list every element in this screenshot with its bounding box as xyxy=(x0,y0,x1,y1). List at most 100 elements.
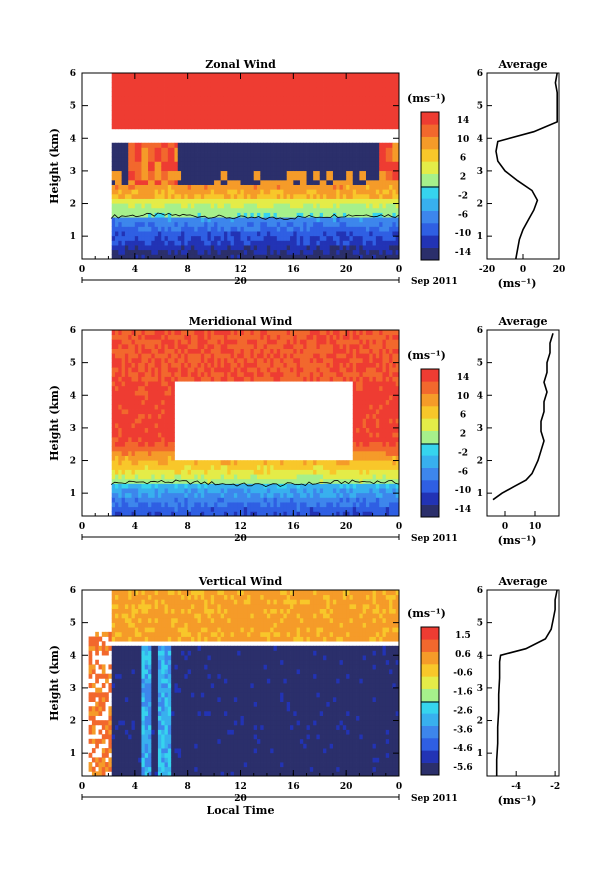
heatmap-cell xyxy=(187,483,192,489)
heatmap-cell xyxy=(190,161,195,167)
heatmap-cell xyxy=(237,105,241,111)
heatmap-cell xyxy=(115,506,119,512)
heatmap-cell xyxy=(161,450,165,456)
heatmap-cell xyxy=(138,240,142,246)
heatmap-cell xyxy=(257,207,261,213)
heatmap-cell xyxy=(273,124,278,130)
heatmap-cell xyxy=(138,450,142,456)
heatmap-cell xyxy=(299,212,304,218)
heatmap-cell xyxy=(257,460,261,466)
heatmap-cell xyxy=(207,86,212,92)
heatmap-cell xyxy=(306,193,311,199)
heatmap-cell xyxy=(233,217,238,223)
heatmap-cell xyxy=(316,231,321,237)
heatmap-cell xyxy=(250,105,255,111)
heatmap-cell xyxy=(342,179,347,185)
heatmap-cell xyxy=(382,77,387,83)
heatmap-cell xyxy=(243,483,248,489)
heatmap-cell xyxy=(283,203,288,209)
heatmap-cell xyxy=(214,91,218,97)
heatmap-cell xyxy=(223,110,228,116)
heatmap-cell xyxy=(240,189,245,195)
heatmap-cell xyxy=(181,221,185,227)
heatmap-cell xyxy=(250,156,255,162)
heatmap-cell xyxy=(260,82,265,88)
heatmap-cell xyxy=(227,91,231,97)
heatmap-cell xyxy=(365,217,370,223)
heatmap-cell xyxy=(144,231,149,237)
heatmap-cell xyxy=(280,124,284,130)
heatmap-cell xyxy=(365,166,370,172)
heatmap-cell xyxy=(197,231,202,237)
heatmap-cell xyxy=(154,436,159,442)
heatmap-cell xyxy=(253,334,258,340)
heatmap-cell xyxy=(187,469,192,475)
heatmap-cell xyxy=(237,203,241,209)
heatmap-cell xyxy=(217,497,222,503)
heatmap-cell xyxy=(286,353,291,359)
heatmap-cell xyxy=(167,170,172,176)
heatmap-cell xyxy=(128,170,132,176)
heatmap-cell xyxy=(223,212,228,218)
heatmap-cell xyxy=(346,189,350,195)
colorbar-swatch xyxy=(421,124,439,137)
heatmap-cell xyxy=(200,488,205,494)
heatmap-cell xyxy=(138,343,142,349)
heatmap-cell xyxy=(131,511,136,517)
heatmap-cell xyxy=(144,441,149,447)
heatmap-cell xyxy=(382,73,387,79)
heatmap-cell xyxy=(332,147,337,153)
heatmap-cell xyxy=(171,100,175,106)
heatmap-cell xyxy=(121,455,126,461)
heatmap-cell xyxy=(223,348,228,354)
heatmap-cell xyxy=(223,353,228,359)
heatmap-cell xyxy=(359,207,364,213)
heatmap-cell xyxy=(115,441,119,447)
heatmap-cell xyxy=(200,147,205,153)
heatmap-cell xyxy=(131,105,136,111)
heatmap-cell xyxy=(349,240,354,246)
heatmap-cell xyxy=(157,231,162,237)
heatmap-cell xyxy=(190,166,195,172)
heatmap-cell xyxy=(177,460,182,466)
heatmap-cell xyxy=(115,455,119,461)
heatmap-cell xyxy=(230,469,235,475)
heatmap-cell xyxy=(253,152,258,158)
heatmap-cell xyxy=(293,110,298,116)
heatmap-cell xyxy=(299,348,304,354)
heatmap-cell xyxy=(167,339,172,345)
heatmap-cell xyxy=(283,357,288,363)
heatmap-cell xyxy=(263,367,268,373)
heatmap-cell xyxy=(276,105,281,111)
heatmap-cell xyxy=(171,385,175,391)
heatmap-cell xyxy=(299,231,304,237)
heatmap-cell xyxy=(161,413,165,419)
heatmap-cell xyxy=(365,193,370,199)
heatmap-cell xyxy=(131,464,136,470)
heatmap-cell xyxy=(138,142,142,148)
heatmap-cell xyxy=(306,156,311,162)
heatmap-cell xyxy=(296,511,301,517)
heatmap-cell xyxy=(214,207,218,213)
heatmap-cell xyxy=(157,441,162,447)
heatmap-cell xyxy=(293,156,298,162)
heatmap-cell xyxy=(154,404,159,410)
heatmap-cell xyxy=(332,193,337,199)
heatmap-cell xyxy=(260,506,265,512)
heatmap-cell xyxy=(128,235,132,241)
heatmap-cell xyxy=(141,511,146,517)
heatmap-cell xyxy=(280,464,284,470)
heatmap-cell xyxy=(200,348,205,354)
heatmap-cell xyxy=(379,235,383,241)
heatmap-cell xyxy=(253,231,258,237)
heatmap-cell xyxy=(266,189,271,195)
heatmap-cell xyxy=(187,343,192,349)
heatmap-cell xyxy=(362,147,367,153)
heatmap-cell xyxy=(214,86,218,92)
heatmap-cell xyxy=(124,170,129,176)
heatmap-cell xyxy=(141,110,146,116)
heatmap-cell xyxy=(138,413,142,419)
heatmap-cell xyxy=(389,235,393,241)
heatmap-cell xyxy=(134,441,139,447)
heatmap-cell xyxy=(181,96,185,102)
